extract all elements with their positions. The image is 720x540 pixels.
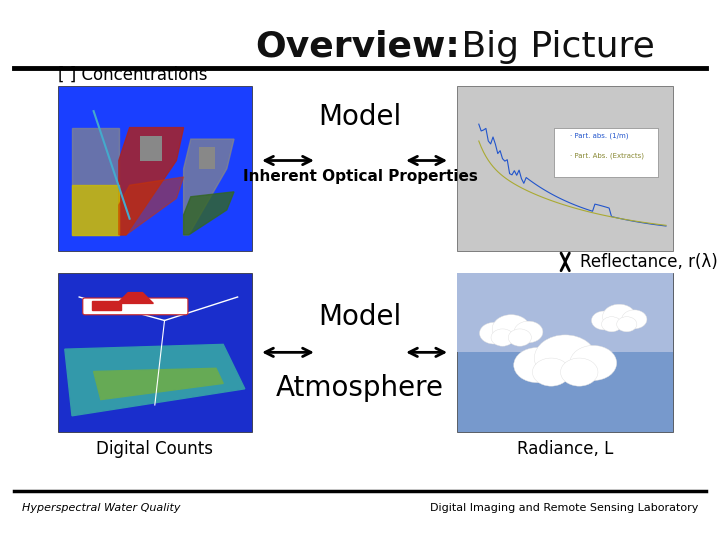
Polygon shape (72, 127, 119, 235)
Circle shape (533, 358, 570, 386)
Text: Hyperspectral Water Quality: Hyperspectral Water Quality (22, 503, 180, 512)
Circle shape (508, 329, 531, 346)
Bar (58, 273, 252, 432)
Circle shape (492, 315, 530, 343)
Text: Radiance, L: Radiance, L (517, 440, 613, 458)
Bar (457, 273, 673, 352)
Polygon shape (65, 345, 245, 416)
Text: Digital Imaging and Remote Sensing Laboratory: Digital Imaging and Remote Sensing Labor… (430, 503, 698, 512)
Polygon shape (92, 301, 121, 310)
Circle shape (622, 310, 647, 329)
Polygon shape (184, 192, 234, 235)
Text: Inherent Optical Properties: Inherent Optical Properties (243, 168, 477, 184)
Circle shape (603, 304, 636, 329)
Bar (457, 273, 673, 432)
Circle shape (616, 316, 637, 332)
Text: Overview:: Overview: (256, 30, 460, 64)
Text: Big Picture: Big Picture (450, 30, 654, 64)
Text: [ ] Concentrations: [ ] Concentrations (58, 66, 207, 84)
Text: Model: Model (318, 303, 402, 330)
Bar (199, 147, 215, 168)
Polygon shape (119, 127, 184, 235)
Text: Digital Counts: Digital Counts (96, 440, 213, 458)
Circle shape (601, 316, 622, 332)
Bar (140, 136, 162, 160)
Polygon shape (184, 139, 234, 235)
Text: Model: Model (318, 103, 402, 131)
Text: · Part. Abs. (Extracts): · Part. Abs. (Extracts) (570, 152, 644, 159)
Circle shape (514, 348, 560, 383)
Bar (457, 86, 673, 251)
Circle shape (491, 329, 514, 346)
Text: Atmosphere: Atmosphere (276, 374, 444, 402)
Circle shape (534, 335, 596, 381)
FancyBboxPatch shape (83, 298, 188, 315)
Polygon shape (72, 185, 119, 235)
Bar (554, 127, 658, 177)
Circle shape (480, 322, 508, 344)
Circle shape (591, 311, 616, 330)
Bar (58, 86, 252, 251)
Polygon shape (117, 293, 153, 303)
Circle shape (570, 346, 617, 381)
Text: · Part. abs. (1/m): · Part. abs. (1/m) (570, 132, 628, 139)
Polygon shape (119, 177, 184, 235)
Circle shape (514, 321, 543, 343)
Circle shape (560, 358, 598, 386)
Polygon shape (94, 368, 223, 400)
Text: Reflectance, r(λ): Reflectance, r(λ) (580, 253, 717, 271)
